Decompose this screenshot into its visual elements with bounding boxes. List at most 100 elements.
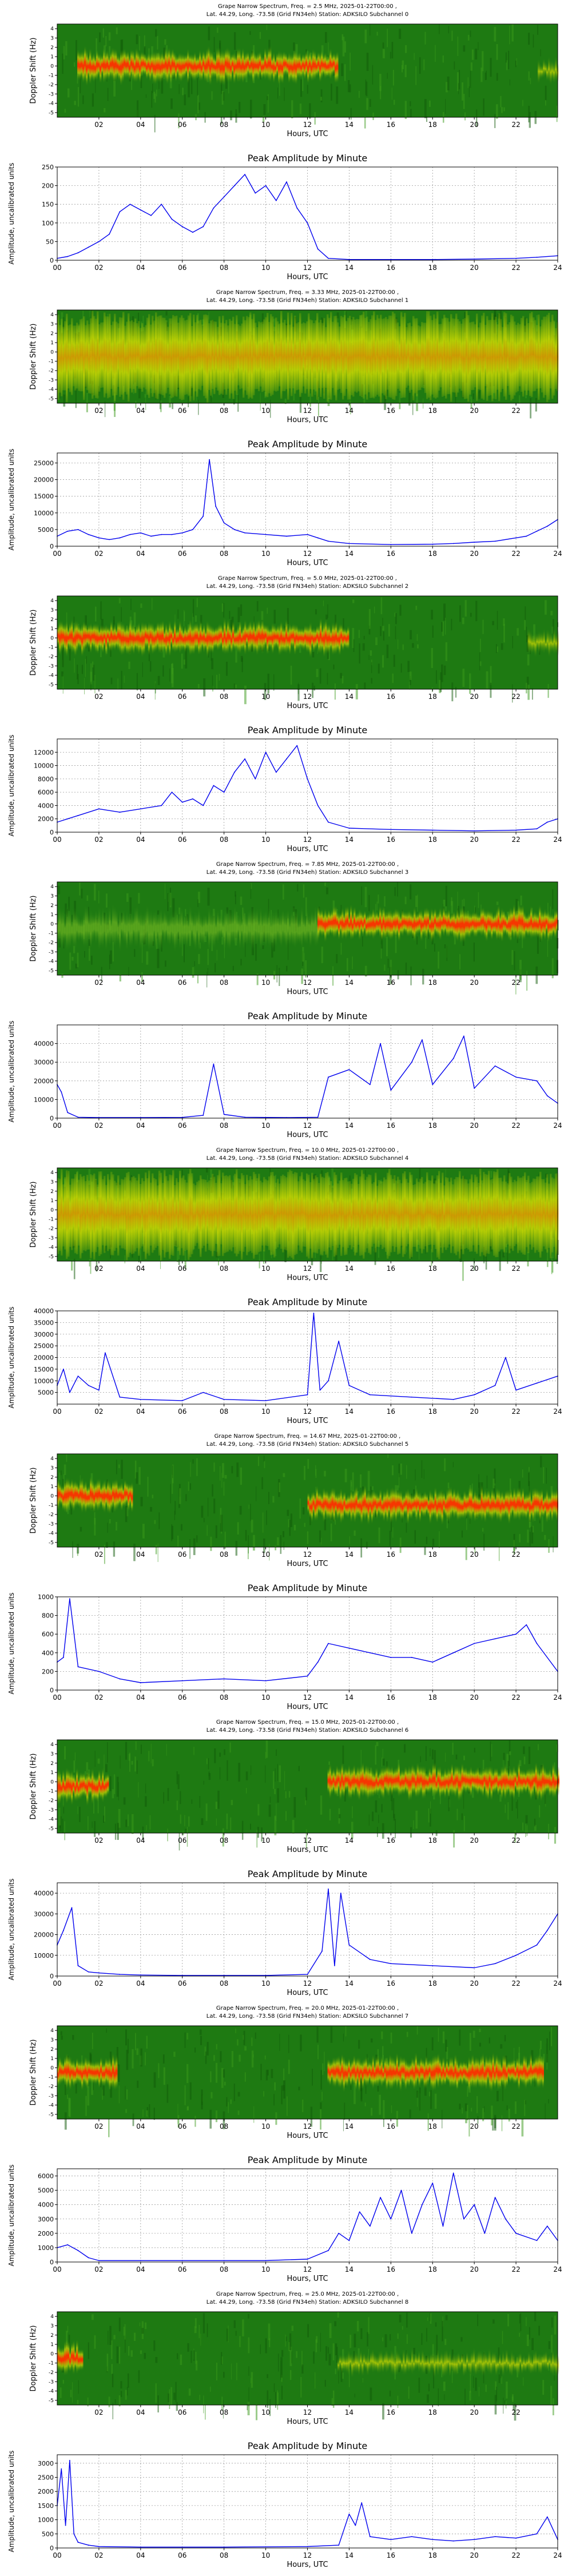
spectrum-speckle	[503, 624, 505, 642]
spectrum-band-strip	[505, 913, 507, 935]
spectrum-band-strip	[260, 622, 262, 652]
spectrum-band-strip	[538, 315, 540, 400]
spectrum-band-strip	[450, 314, 452, 401]
spectrum-xtick-label: 22	[511, 693, 520, 701]
spectrum-band-strip	[405, 911, 407, 935]
spectrum-speckle	[317, 2027, 319, 2042]
amplitude-ytick-label: 100	[42, 220, 54, 227]
spectrum-band-strip	[61, 2060, 63, 2084]
spectrum-band-strip	[315, 627, 317, 650]
amplitude-data-point	[313, 1313, 315, 1314]
spectrum-speckle	[168, 1788, 169, 1801]
amplitude-xtick-label: 04	[136, 1408, 145, 1416]
amplitude-data-point	[67, 256, 68, 257]
spectrum-speckle	[236, 1541, 237, 1556]
spectrum-band-strip	[309, 1496, 312, 1518]
spectrum-speckle	[419, 57, 421, 74]
spectrum-band-strip	[302, 53, 304, 77]
spectrum-speckle	[239, 102, 240, 113]
spectrum-band-strip	[542, 2055, 545, 2089]
spectrum-band-strip	[301, 627, 303, 649]
spectrum-band-strip	[273, 1176, 276, 1258]
spectrum-speckle	[98, 891, 100, 903]
amplitude-xtick-label: 08	[220, 264, 228, 272]
spectrum-speckle	[196, 1535, 197, 1543]
spectrum-band-strip	[284, 912, 286, 945]
spectrum-band-strip	[66, 2053, 68, 2090]
spectrum-speckle	[363, 643, 365, 651]
spectrum-speckle	[390, 1531, 391, 1546]
spectrum-speckle	[509, 1740, 511, 1752]
spectrum-band-strip	[531, 312, 533, 397]
spectrum-speckle	[132, 1814, 134, 1834]
spectrum-band-strip	[282, 1175, 284, 1253]
spectrum-speckle	[410, 109, 412, 117]
spectrum-band-strip	[88, 913, 90, 943]
amplitude-data-point	[234, 772, 235, 773]
spectrum-band-strip	[266, 53, 268, 79]
spectrum-band-strip	[313, 1490, 315, 1515]
spectrum-speckle	[65, 109, 66, 113]
spectrum-speckle	[132, 1761, 133, 1765]
spectrum-band-strip	[95, 1481, 97, 1508]
spectrum-band-strip	[340, 1172, 343, 1256]
spectrum-speckle	[519, 1534, 521, 1543]
spectrum-speckle	[172, 403, 173, 409]
spectrum-speckle	[84, 678, 85, 694]
spectrum-band-strip	[169, 913, 171, 947]
spectrum-speckle	[503, 108, 505, 112]
spectrum-band-strip	[419, 1491, 422, 1523]
spectrum-speckle	[462, 669, 464, 687]
spectrum-band-strip	[451, 2056, 454, 2088]
spectrum-band-strip	[382, 1182, 384, 1249]
spectrum-band-strip	[275, 317, 277, 391]
spectrum-band-strip	[539, 904, 541, 941]
spectrum-speckle	[406, 963, 407, 974]
spectrum-band-strip	[490, 320, 492, 395]
spectrum-xtick-label: 10	[261, 121, 270, 129]
spectrum-speckle	[118, 1782, 119, 1800]
spectrum-band-strip	[542, 631, 544, 653]
spectrum-xtick-label: 02	[94, 979, 103, 987]
amplitude-data-point	[202, 1115, 204, 1116]
spectrum-speckle	[164, 2068, 165, 2085]
spectrum-speckle	[177, 609, 178, 618]
spectrum-speckle	[345, 2026, 347, 2036]
spectrum-speckle	[339, 1814, 340, 1818]
spectrum-speckle	[206, 1525, 207, 1536]
spectrum-speckle	[107, 1742, 108, 1763]
spectrum-speckle	[145, 1783, 146, 1793]
spectrum-band-strip	[182, 53, 184, 81]
spectrum-speckle	[258, 1456, 259, 1466]
spectrum-band-strip	[374, 912, 376, 937]
spectrum-band-strip	[547, 910, 550, 943]
spectrum-band-strip	[327, 1489, 329, 1521]
spectrum-band-strip	[117, 54, 119, 79]
spectrum-band-strip	[385, 1490, 387, 1518]
spectrum-speckle	[324, 882, 326, 886]
amplitude-data-point	[78, 1116, 79, 1118]
spectrum-band-strip	[457, 1177, 459, 1251]
spectrum-band-strip	[366, 915, 368, 939]
spectrum-xtick-label: 18	[428, 121, 437, 129]
spectrum-speckle	[527, 1825, 528, 1835]
amplitude-data-point	[328, 1380, 329, 1381]
spectrum-band-strip	[326, 912, 328, 937]
spectrum-band-strip	[220, 50, 222, 86]
spectrum-band-strip	[441, 2061, 443, 2087]
spectrum-band-strip	[201, 1179, 204, 1249]
spectrum-speckle	[522, 2119, 524, 2137]
spectrum-band-strip	[225, 48, 227, 79]
spectrum-band-strip	[490, 1493, 492, 1520]
spectrum-band-strip	[390, 1488, 392, 1524]
spectrum-speckle	[197, 899, 198, 907]
spectrum-band-strip	[143, 912, 145, 948]
spectrum-speckle	[104, 1545, 105, 1564]
amplitude-xtick-label: 12	[303, 264, 312, 272]
spectrum-band-strip	[80, 1771, 82, 1800]
spectrum-band-strip	[455, 913, 457, 939]
spectrum-band-strip	[59, 325, 61, 393]
spectrum-speckle	[229, 1743, 231, 1753]
spectrum-band-strip	[184, 913, 186, 946]
spectrum-speckle	[331, 1524, 332, 1541]
